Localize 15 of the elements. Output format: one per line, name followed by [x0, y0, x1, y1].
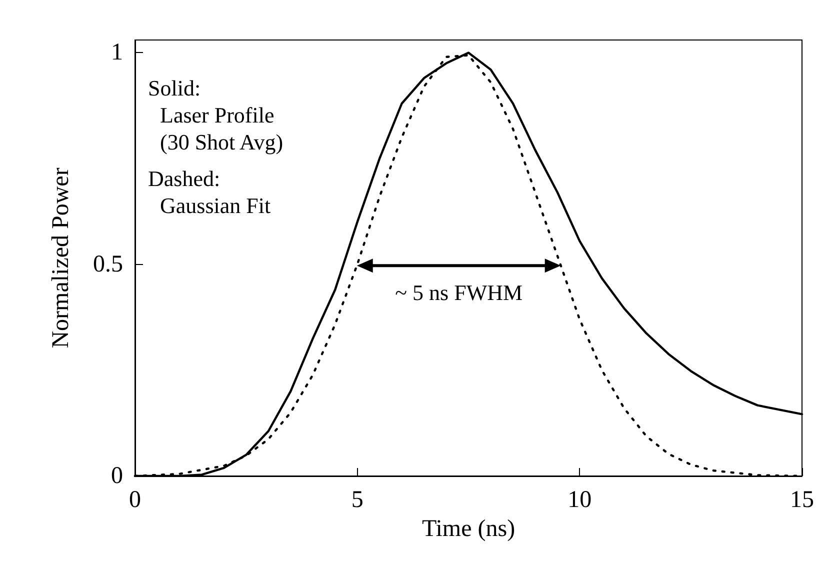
annotation: ~ 5 ns FWHM: [395, 280, 523, 306]
y-axis-title: Normalized Power: [48, 168, 74, 348]
y-tick-label: 0.5: [93, 251, 123, 278]
x-tick-label: 10: [568, 487, 592, 513]
annotation: Solid:: [148, 76, 201, 100]
annotation: Laser Profile: [160, 102, 274, 128]
x-tick-label: 5: [351, 487, 364, 513]
y-tick-label: 1: [111, 40, 123, 66]
x-tick-label: 15: [790, 487, 814, 513]
annotation: Gaussian Fit: [160, 192, 271, 218]
annotation: Dashed:: [148, 166, 220, 191]
annotation: (30 Shot Avg): [160, 130, 284, 154]
x-tick-label: 0: [129, 487, 141, 513]
x-axis-title: Time (ns): [422, 516, 516, 542]
y-tick-label: 0: [111, 463, 123, 489]
